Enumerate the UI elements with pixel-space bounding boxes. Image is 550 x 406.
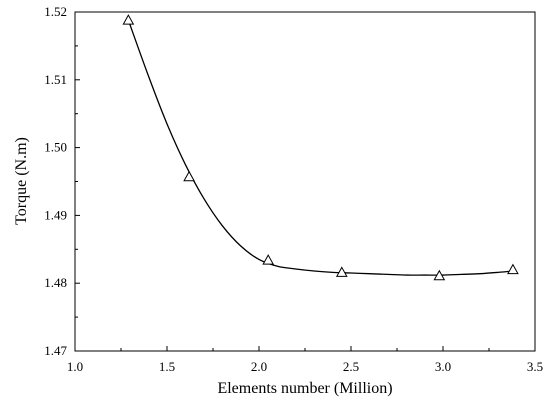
y-tick-label: 1.52 — [44, 4, 67, 19]
data-point-triangle — [507, 263, 519, 275]
data-point-triangle — [122, 14, 135, 25]
y-tick-label: 1.48 — [44, 275, 67, 290]
y-tick-label: 1.51 — [44, 72, 67, 87]
y-axis-ticks: 1.47 1.48 1.49 1.50 1.51 1.52 — [44, 4, 80, 358]
data-point-triangle — [433, 269, 446, 281]
x-tick-label: 2.5 — [343, 359, 359, 374]
y-tick-label: 1.49 — [44, 207, 67, 222]
x-axis-title: Elements number (Million) — [217, 380, 392, 397]
x-tick-label: 1.0 — [67, 359, 83, 374]
y-tick-label: 1.50 — [44, 140, 67, 155]
data-point-triangle — [183, 170, 195, 182]
x-tick-label: 2.0 — [251, 359, 267, 374]
x-tick-label: 3.0 — [435, 359, 451, 374]
data-points — [122, 14, 519, 281]
data-point-triangle — [335, 266, 348, 277]
x-tick-label: 3.5 — [527, 359, 543, 374]
x-axis-ticks: 1.0 1.5 2.0 2.5 3.0 3.5 — [67, 346, 543, 374]
x-tick-label: 1.5 — [159, 359, 175, 374]
fit-curve-line — [127, 19, 513, 276]
y-axis-title: Torque (N.m) — [13, 137, 30, 225]
fit-curve-layer — [127, 19, 513, 276]
data-point-triangle — [262, 254, 275, 265]
y-tick-label: 1.47 — [44, 343, 67, 358]
